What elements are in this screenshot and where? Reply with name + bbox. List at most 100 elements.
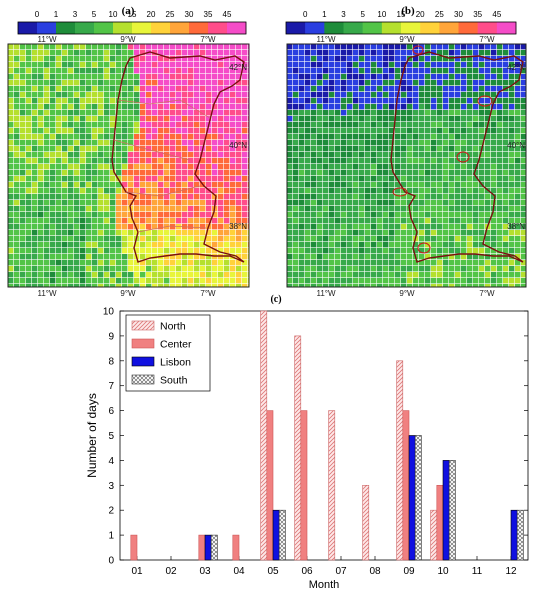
map-cell [134,158,140,164]
map-cell [359,80,365,86]
map-cell [521,80,526,86]
map-cell [335,56,341,62]
map-cell [8,68,14,74]
map-cell [329,254,335,260]
map-cell [383,44,389,50]
map-cell [473,176,479,182]
map-cell [509,164,515,170]
map-cell [461,224,467,230]
map-cell [182,110,188,116]
map-cell [182,146,188,152]
map-cell [158,158,164,164]
map-cell [353,194,359,200]
colorbar-b-swatch [477,22,498,34]
map-cell [200,158,206,164]
map-cell [479,266,485,272]
map-cell [311,104,317,110]
map-cell [164,284,170,287]
map-cell [104,164,110,170]
map-cell [158,236,164,242]
map-cell [299,80,305,86]
map-cell [212,140,218,146]
map-cell [287,230,293,236]
map-cell [50,272,56,278]
map-cell [479,44,485,50]
map-cell [311,110,317,116]
map-cell [395,74,401,80]
map-cell [515,80,521,86]
map-cell [146,218,152,224]
map-cell [80,128,86,134]
map-cell [56,110,62,116]
map-cell [353,146,359,152]
map-cell [371,128,377,134]
map-cell [509,122,515,128]
map-cell [62,74,68,80]
map-cell [389,110,395,116]
map-cell [116,230,122,236]
map-cell [425,104,431,110]
map-cell [14,128,20,134]
map-cell [50,200,56,206]
map-cell [473,74,479,80]
colorbar-a-tick-label: 20 [147,10,156,19]
map-cell [86,68,92,74]
map-cell [305,182,311,188]
map-cell [449,182,455,188]
map-cell [413,146,419,152]
map-cell [455,44,461,50]
map-cell [371,218,377,224]
map-cell [146,140,152,146]
map-cell [20,122,26,128]
map-cell [188,86,194,92]
map-cell [188,200,194,206]
map-cell [383,260,389,266]
map-cell [461,260,467,266]
map-cell [371,254,377,260]
map-cell [116,110,122,116]
map-cell [230,224,236,230]
map-cell [128,188,134,194]
map-cell [20,158,26,164]
map-cell [449,188,455,194]
map-cell [485,230,491,236]
map-cell [218,266,224,272]
map-cell [503,158,509,164]
map-cell [299,86,305,92]
map-cell [176,74,182,80]
bar-lisbon [510,509,518,561]
colorbar-b-swatch [458,22,478,34]
map-cell [401,260,407,266]
map-cell [353,128,359,134]
map-cell [311,200,317,206]
map-cell [230,92,236,98]
map-cell [38,44,44,50]
map-cell [377,74,383,80]
bar-south [210,534,218,561]
map-cell [329,80,335,86]
map-cell [431,260,437,266]
map-cell [473,236,479,242]
map-cell [503,284,509,287]
map-cell [287,188,293,194]
map-cell [311,74,317,80]
map-cell [140,140,146,146]
map-cell [347,56,353,62]
map-cell [335,86,341,92]
map-cell [287,128,293,134]
map-cell [170,92,176,98]
map-cell [116,236,122,242]
map-cell [134,272,140,278]
map-cell [32,278,38,284]
map-cell [224,68,230,74]
map-cell [236,182,242,188]
map-cell [38,98,44,104]
map-cell [365,116,371,122]
map-cell [509,62,515,68]
map-cell [122,242,128,248]
map-cell [347,206,353,212]
map-cell [152,152,158,158]
map-cell [479,62,485,68]
map-cell [8,62,14,68]
map-cell [218,176,224,182]
